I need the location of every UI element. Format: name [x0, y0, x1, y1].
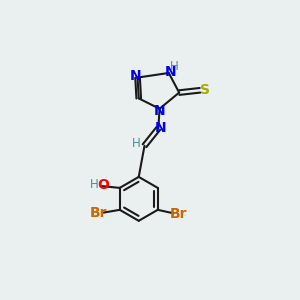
Text: N: N — [155, 122, 167, 135]
Text: H: H — [90, 178, 99, 191]
Text: N: N — [154, 103, 165, 118]
Text: N: N — [164, 64, 176, 79]
Text: O: O — [98, 178, 110, 192]
Text: H: H — [132, 137, 141, 150]
Text: Br: Br — [90, 206, 107, 220]
Text: S: S — [200, 83, 210, 97]
Text: Br: Br — [170, 207, 187, 221]
Text: H: H — [169, 59, 178, 73]
Text: N: N — [130, 69, 142, 83]
